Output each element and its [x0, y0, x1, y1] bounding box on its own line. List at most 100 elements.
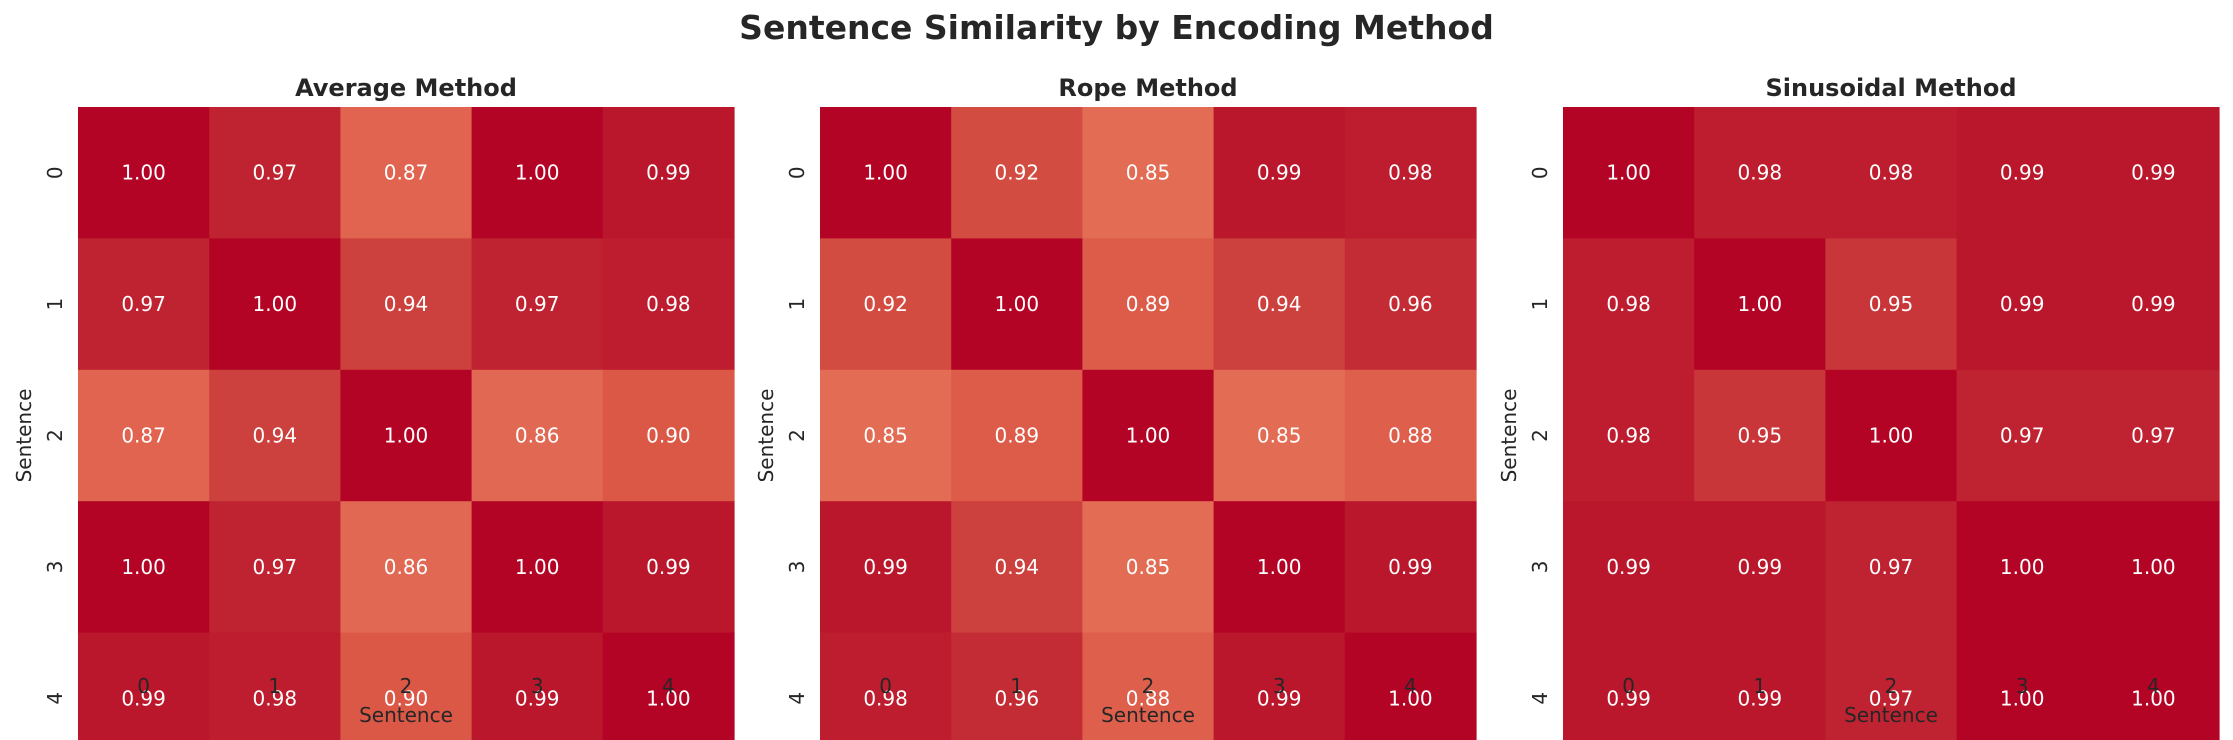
- heatmap-cell: [209, 369, 341, 502]
- y-tick-label: 0: [1528, 166, 1552, 179]
- heatmap-cell: [1213, 501, 1346, 634]
- x-tick-label: 3: [1273, 674, 1286, 698]
- heatmap-cell: [1213, 238, 1346, 371]
- heatmap-cell: [1082, 632, 1215, 740]
- x-tick-label: 2: [1142, 674, 1155, 698]
- cell-annotation: 0.85: [1126, 555, 1171, 579]
- cell-annotation: 1.00: [1126, 424, 1171, 448]
- heatmap-cell: [1956, 632, 2089, 740]
- cell-annotation: 0.94: [253, 424, 298, 448]
- cell-annotation: 0.92: [995, 161, 1040, 185]
- heatmap-cell: [602, 369, 735, 502]
- heatmap-cell: [1563, 632, 1695, 740]
- cell-annotation: 0.98: [1606, 292, 1651, 316]
- heatmap-cell: [340, 501, 473, 634]
- cell-annotation: 0.94: [1257, 292, 1302, 316]
- cell-annotation: 1.00: [2131, 555, 2176, 579]
- cell-annotation: 0.86: [384, 555, 429, 579]
- cell-annotation: 0.99: [646, 161, 691, 185]
- panel-title: Sinusoidal Method: [1765, 74, 2016, 102]
- cell-annotation: 0.99: [1738, 555, 1783, 579]
- cell-annotation: 1.00: [1388, 686, 1433, 710]
- heatmap-cell: [1344, 369, 1477, 502]
- heatmap-cell: [1344, 501, 1477, 634]
- cell-annotation: 0.97: [253, 555, 298, 579]
- heatmap-cell: [1956, 369, 2089, 502]
- heatmap-cell: [951, 632, 1083, 740]
- cell-annotation: 0.89: [1126, 292, 1171, 316]
- x-tick-label: 4: [662, 674, 675, 698]
- cell-annotation: 1.00: [995, 292, 1040, 316]
- heatmap-cell: [602, 632, 735, 740]
- heatmap-cell: [340, 369, 473, 502]
- heatmap-cell: [471, 107, 604, 239]
- x-tick-label: 0: [137, 674, 150, 698]
- cell-annotation: 1.00: [863, 161, 908, 185]
- x-tick-label: 1: [268, 674, 281, 698]
- cell-annotation: 0.98: [1606, 424, 1651, 448]
- heatmap-cell: [1213, 632, 1346, 740]
- cell-annotation: 0.87: [121, 424, 166, 448]
- cell-annotation: 0.88: [1126, 686, 1171, 710]
- heatmap-cell: [1956, 238, 2089, 371]
- cell-annotation: 0.97: [1869, 555, 1914, 579]
- cell-annotation: 0.86: [515, 424, 560, 448]
- cell-annotation: 0.97: [253, 161, 298, 185]
- cell-annotation: 0.85: [1257, 424, 1302, 448]
- y-axis-label: Sentence: [1497, 389, 1521, 483]
- x-tick-label: 0: [879, 674, 892, 698]
- heatmap-cell: [820, 501, 952, 634]
- cell-annotation: 0.95: [1738, 424, 1783, 448]
- heatmap-cell: [78, 238, 210, 371]
- cell-annotation: 0.98: [253, 686, 298, 710]
- cell-annotation: 0.94: [384, 292, 429, 316]
- x-tick-label: 2: [1885, 674, 1898, 698]
- y-tick-label: 3: [43, 561, 67, 574]
- x-axis-label: Sentence: [1101, 703, 1195, 727]
- cell-annotation: 1.00: [1606, 161, 1651, 185]
- cell-annotation: 1.00: [253, 292, 298, 316]
- heatmap-cell: [209, 632, 341, 740]
- cell-annotation: 0.99: [1738, 686, 1783, 710]
- heatmap-cell: [340, 238, 473, 371]
- heatmap-cell: [471, 632, 604, 740]
- y-tick-label: 0: [43, 166, 67, 179]
- heatmap-cell: [471, 369, 604, 502]
- heatmap-cell: [78, 501, 210, 634]
- heatmap-cell: [1694, 501, 1826, 634]
- heatmap-cell: [1563, 107, 1695, 239]
- heatmap-cell: [820, 238, 952, 371]
- cell-annotation: 0.99: [1257, 686, 1302, 710]
- y-tick-label: 2: [1528, 429, 1552, 442]
- heatmap-cell: [1082, 107, 1215, 239]
- x-tick-label: 4: [2147, 674, 2160, 698]
- heatmap-cell: [1825, 632, 1958, 740]
- heatmap-cell: [602, 501, 735, 634]
- figure-title: Sentence Similarity by Encoding Method: [739, 8, 1494, 47]
- cell-annotation: 1.00: [121, 161, 166, 185]
- cell-annotation: 0.99: [2000, 161, 2045, 185]
- x-axis-label: Sentence: [1844, 703, 1938, 727]
- cell-annotation: 0.88: [1388, 424, 1433, 448]
- y-tick-label: 3: [1528, 561, 1552, 574]
- heatmap-cell: [1956, 107, 2089, 239]
- cell-annotation: 0.97: [121, 292, 166, 316]
- cell-annotation: 1.00: [2000, 686, 2045, 710]
- heatmap-cell: [1825, 369, 1958, 502]
- cell-annotation: 0.96: [1388, 292, 1433, 316]
- heatmap-cell: [820, 369, 952, 502]
- heatmap-cell: [1825, 238, 1958, 371]
- y-tick-label: 4: [785, 692, 809, 705]
- heatmap-cell: [78, 632, 210, 740]
- cell-annotation: 0.85: [863, 424, 908, 448]
- y-axis-label: Sentence: [12, 389, 36, 483]
- heatmap-cell: [1694, 369, 1826, 502]
- cell-annotation: 0.97: [2131, 424, 2176, 448]
- x-tick-label: 4: [1404, 674, 1417, 698]
- heatmap-cell: [340, 107, 473, 239]
- heatmap-cell: [1344, 238, 1477, 371]
- cell-annotation: 0.99: [646, 555, 691, 579]
- heatmap-cell: [2087, 501, 2220, 634]
